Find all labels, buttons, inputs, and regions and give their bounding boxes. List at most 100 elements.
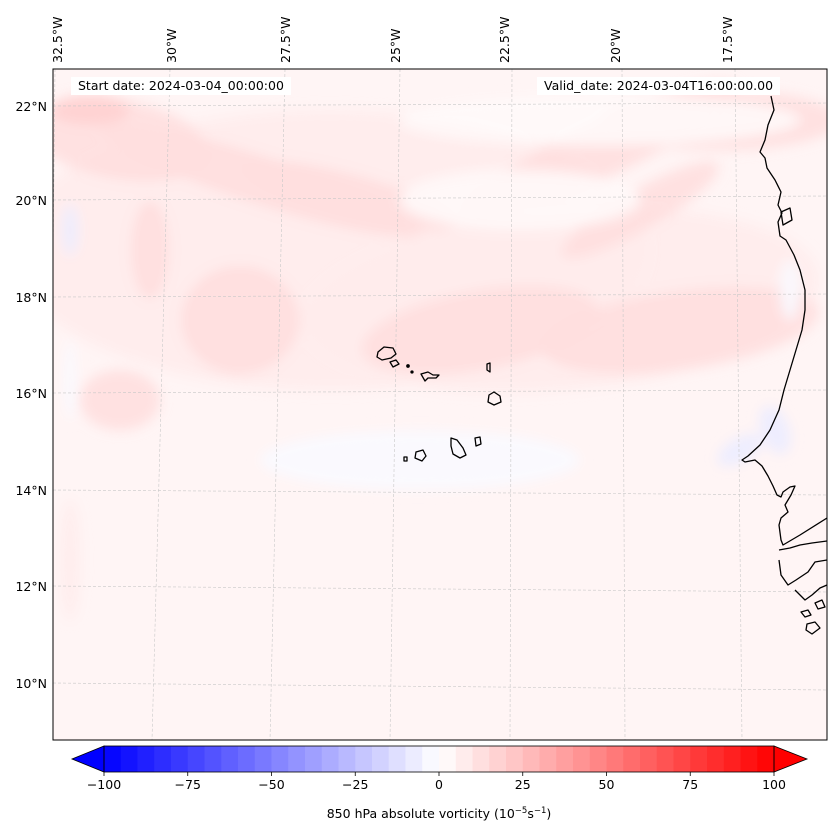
start-date-annotation: Start date: 2024-03-04_00:00:00 [71, 77, 291, 95]
colorbar-tick-label: −50 [258, 777, 284, 792]
map-frame [52, 68, 828, 741]
colorbar-label-prefix: 850 hPa absolute vorticity (10 [326, 806, 515, 822]
meridian-line [269, 69, 286, 740]
colorbar-tick-label: −100 [87, 777, 121, 792]
colorbar-segment [338, 746, 356, 772]
parallel-line [53, 682, 827, 691]
longitude-tick-label: 25°W [388, 28, 403, 63]
colorbar-segment [640, 746, 658, 772]
colorbar-segment [539, 746, 557, 772]
colorbar-segment [238, 746, 256, 772]
colorbar-segment [305, 746, 323, 772]
parallel-line [53, 293, 827, 298]
colorbar-segment [740, 746, 758, 772]
island-coastline [800, 609, 812, 618]
vorticity-patch [717, 433, 763, 467]
colorbar-segment [439, 746, 457, 772]
colorbar-label-exponent-1: −5 [514, 806, 528, 816]
meridian-line [53, 69, 56, 290]
colorbar-segment [690, 746, 708, 772]
colorbar-segment [204, 746, 222, 772]
colorbar-segment [506, 746, 524, 772]
colorbar-segment [104, 746, 122, 772]
colorbar-segment [355, 746, 373, 772]
colorbar-segment [757, 746, 775, 772]
african-coastline [778, 540, 827, 551]
colorbar-segment [221, 746, 239, 772]
longitude-tick-label: 20°W [608, 28, 623, 63]
vorticity-patch [400, 170, 640, 230]
colorbar-label: 850 hPa absolute vorticity (10−5s−1) [0, 806, 837, 821]
colorbar-tick-label: 25 [515, 777, 531, 792]
vorticity-patch [243, 159, 457, 231]
colorbar-segment [522, 746, 541, 772]
island-coastline [486, 362, 491, 373]
colorbar-segment [455, 746, 474, 772]
latitude-tick-label: 16°N [15, 386, 47, 401]
colorbar-label-unit: s [527, 806, 534, 822]
island-coastline [414, 449, 427, 462]
island-coastline [814, 599, 826, 610]
vorticity-patch [60, 500, 80, 620]
parallel-line [53, 489, 827, 496]
island-coastline [450, 437, 467, 459]
vorticity-patch [561, 161, 719, 259]
colorbar-segment [589, 746, 608, 772]
vorticity-field [53, 81, 827, 620]
latitude-tick-labels: 22°N 20°N 18°N 16°N 14°N 12°N 10°N [15, 99, 47, 691]
colorbar-tick-label: −25 [342, 777, 368, 792]
parallel-line [53, 195, 827, 201]
island-coastline [487, 391, 502, 406]
african-coastline [780, 207, 793, 226]
longitude-tick-label: 17.5°W [720, 17, 735, 63]
meridian-line [621, 69, 626, 740]
latitude-tick-label: 14°N [15, 483, 47, 498]
vorticity-patch [541, 285, 819, 375]
colorbar-segment [154, 746, 172, 772]
colorbar-segment [405, 746, 423, 772]
colorbar-segment [422, 746, 440, 772]
colorbar-segment [137, 746, 155, 772]
colorbar-segment [606, 746, 624, 772]
longitude-tick-labels: 32.5°W 30°W 27.5°W 25°W 22.5°W 20°W 17.5°W [50, 17, 735, 63]
colorbar-extend-min [70, 745, 105, 773]
vorticity-patch [400, 95, 800, 145]
parallel-line [53, 389, 827, 394]
vorticity-patch [130, 200, 170, 300]
colorbar-label-exponent-2: −1 [533, 806, 547, 816]
colorbar-segment [707, 746, 725, 772]
island-coastline [805, 621, 821, 635]
latitude-tick-label: 10°N [15, 676, 47, 691]
meridian-line [151, 69, 171, 740]
colorbar-tick-label: 100 [762, 777, 786, 792]
african-coastline [794, 584, 827, 601]
colorbar-tick-label: −75 [175, 777, 201, 792]
vorticity-patch [62, 205, 78, 255]
colorbar-segment [187, 746, 206, 772]
colorbar-segment [573, 746, 591, 772]
coastlines [376, 95, 827, 635]
colorbar-extend-max [773, 745, 809, 773]
island-coastline [389, 359, 400, 368]
colorbar-segment [673, 746, 691, 772]
colorbar: −100 −75 −50 −25 0 25 50 75 100 [70, 745, 809, 792]
colorbar-tick-label: 75 [682, 777, 698, 792]
island-coastline [376, 346, 397, 361]
islet [410, 370, 414, 374]
island-coastline [474, 436, 482, 447]
latitude-tick-label: 18°N [15, 290, 47, 305]
latitude-tick-label: 20°N [15, 193, 47, 208]
african-coastline [778, 559, 827, 586]
longitude-tick-label: 27.5°W [278, 17, 293, 63]
island-coastline [420, 371, 440, 382]
colorbar-label-suffix: ) [546, 806, 552, 822]
longitude-tick-label: 22.5°W [497, 17, 512, 63]
colorbar-segment [623, 746, 641, 772]
vorticity-patch [759, 406, 791, 454]
map-panel [53, 69, 827, 740]
colorbar-segment [472, 746, 490, 772]
latitude-tick-label: 22°N [15, 99, 47, 114]
colorbar-segment [723, 746, 742, 772]
parallel-line [53, 102, 827, 107]
